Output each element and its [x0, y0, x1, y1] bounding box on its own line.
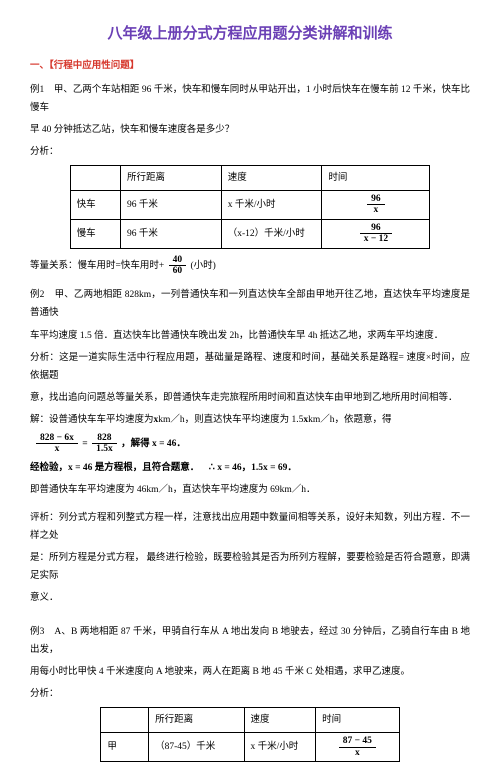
cell: 96 x [322, 190, 430, 219]
cell: 96 千米 [120, 219, 221, 248]
example3-text: 例3 A、B 两地相距 87 千米，甲骑自行车从 A 地出发向 B 地驶去，经过… [30, 623, 470, 659]
cell: （87-45）千米 [149, 733, 244, 762]
th-distance: 所行距离 [120, 165, 221, 190]
th-time: 时间 [322, 165, 430, 190]
comment-text: 是：所列方程是分式方程， 最终进行检验，既要检验其是否为所列方程解，要要检验是否… [30, 549, 470, 585]
cell: 96 x − 12 [322, 219, 430, 248]
cell: x 千米/小时 [221, 190, 322, 219]
ex-label: 例1 [30, 85, 44, 95]
answer-line: 即普通快车车平均速度为 46km／h，直达快车平均速度为 69km／h． [30, 481, 470, 499]
body-text: 用每小时比甲快 4 千米速度向 A 地驶来，两人在距离 B 地 45 千米 C … [30, 663, 470, 681]
th-speed: 速度 [244, 708, 316, 733]
cell: （x-12）千米/小时 [221, 219, 322, 248]
solve-line: 解：设普通快车车平均速度为xkm／h，则直达快车平均速度为 1.5xkm／h，依… [30, 411, 470, 429]
body-text: 意，找出追向问题总等量关系，即普通快车走完旅程所用时间和直达快车由甲地到乙地所用… [30, 389, 470, 407]
fraction: 828 − 6x x [36, 433, 78, 455]
th-time: 时间 [316, 708, 400, 733]
example2-text: 例2 甲、乙两地相距 828km，一列普通快车和一列直达快车全部由甲地开往乙地，… [30, 286, 470, 322]
cell: 96 千米 [120, 190, 221, 219]
analyze-label: 分析： [30, 143, 470, 161]
th [101, 708, 149, 733]
equation: 828 − 6x x = 828 1.5x ，解得 x = 46． [30, 433, 470, 455]
ex-label: 例3 [30, 627, 44, 637]
section-heading: 一、【行程中应用性问题】 [30, 57, 470, 75]
cell: 87 − 45 x [316, 733, 400, 762]
cell: x 千米/小时 [244, 733, 316, 762]
th [70, 165, 120, 190]
comment-text: 评析：列分式方程和列整式方程一样，注意找出应用题中数量间相等关系，设好未知数，列… [30, 509, 470, 545]
analyze-label: 分析： [30, 685, 470, 703]
check-line: 经检验，x = 46 是方程根，且符合题意． ∴ x = 46，1.5x = 6… [30, 459, 470, 477]
cell: 甲 [101, 733, 149, 762]
equation-line: 等量关系：慢车用时=快车用时+ 40 60 (小时) [30, 255, 470, 277]
cell: 快车 [70, 190, 120, 219]
ex-label: 例2 [30, 290, 44, 300]
example3-table: 所行距离 速度 时间 甲 （87-45）千米 x 千米/小时 87 − 45 x [100, 707, 399, 762]
fraction: 96 x [367, 194, 385, 216]
example1-text2: 早 40 分钟抵达乙站，快车和慢车速度各是多少？ [30, 121, 470, 139]
example1-table: 所行距离 速度 时间 快车 96 千米 x 千米/小时 96 x 慢车 96 千… [70, 165, 431, 249]
cell: 慢车 [70, 219, 120, 248]
example1-text: 例1 甲、乙两个车站相距 96 千米，快车和慢车同时从甲站开出，1 小时后快车在… [30, 81, 470, 117]
fraction: 40 60 [169, 255, 187, 277]
fraction: 96 x − 12 [360, 223, 392, 245]
fraction: 87 − 45 x [339, 736, 376, 758]
body-text: 车平均速度 1.5 倍．直达快车比普通快车晚出发 2h，比普通快车早 4h 抵达… [30, 327, 470, 345]
body-text: 分析：这是一道实际生活中行程应用题，基础量是路程、速度和时间，基础关系是路程= … [30, 349, 470, 385]
fraction: 828 1.5x [92, 433, 117, 455]
th-distance: 所行距离 [149, 708, 244, 733]
th-speed: 速度 [221, 165, 322, 190]
page-title: 八年级上册分式方程应用题分类讲解和训练 [30, 20, 470, 49]
comment-text: 意义． [30, 589, 470, 607]
